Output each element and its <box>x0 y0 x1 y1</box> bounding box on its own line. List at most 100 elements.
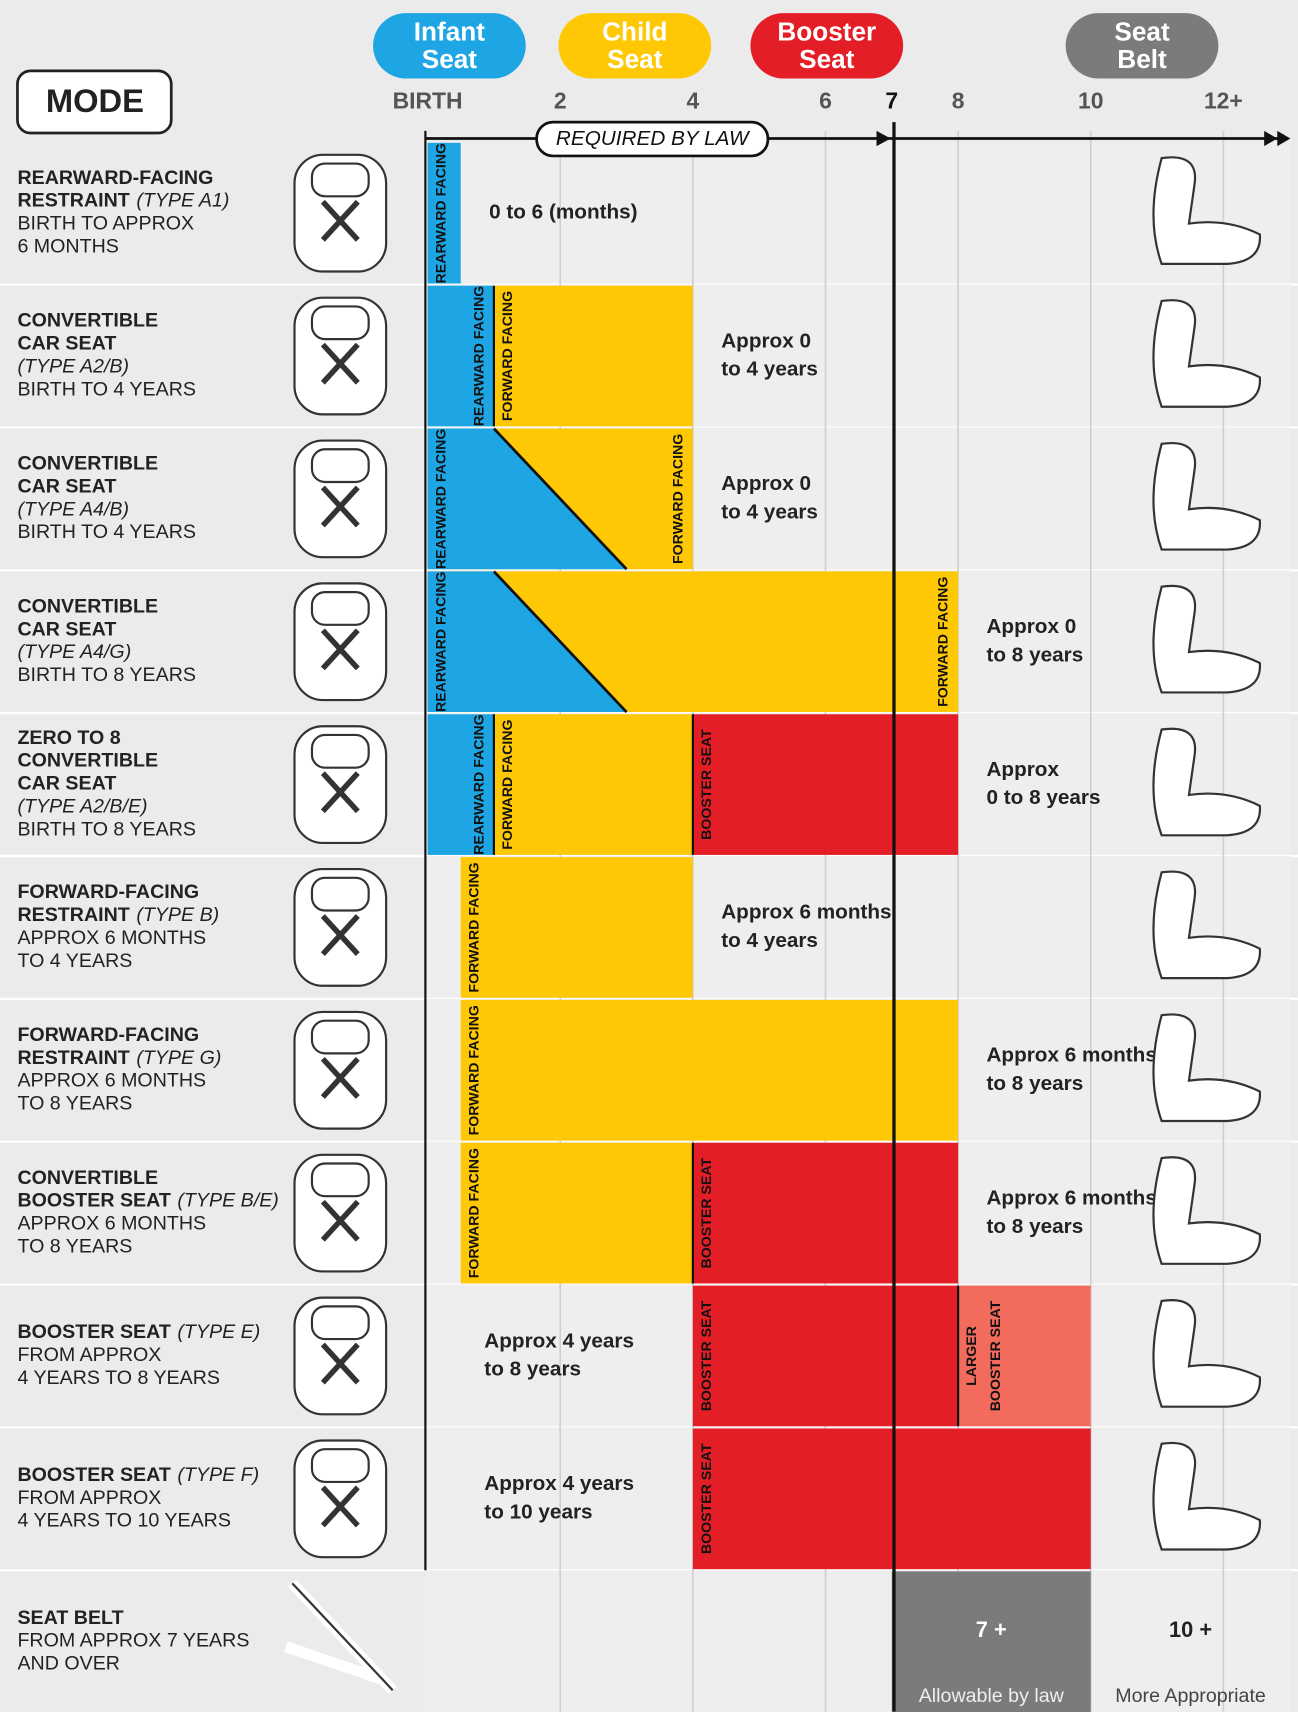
age-note: to 8 years <box>986 1215 1083 1238</box>
age-note: Approx 0 <box>721 329 811 352</box>
mode-label-line: CAR SEAT <box>17 333 116 355</box>
diagonal-edge <box>492 427 628 571</box>
mode-label-line: ZERO TO 8 <box>17 727 120 749</box>
mode-range: TO 8 YEARS <box>17 1236 132 1258</box>
stage-bubble-label: Booster <box>777 17 876 47</box>
seat-harness <box>320 342 360 385</box>
mode-name: CONVERTIBLE <box>17 453 158 475</box>
mode-label-line: (TYPE A4/B) <box>17 499 129 521</box>
mode-type: (TYPE A2/B) <box>17 356 129 378</box>
segment-label: REARWARD FACING <box>471 286 487 427</box>
mode-label-line: BIRTH TO 4 YEARS <box>17 521 196 543</box>
mode-name: FORWARD-FACING <box>17 1024 199 1046</box>
belt-age: 10 + <box>1169 1617 1212 1642</box>
age-note: Approx 6 months <box>721 901 891 924</box>
mode-name: RESTRAINT <box>17 904 129 926</box>
belt-strap-outline <box>291 1582 394 1691</box>
mode-label-line: BIRTH TO 8 YEARS <box>17 819 196 841</box>
segment-label: FORWARD FACING <box>936 577 952 707</box>
segment-label: REARWARD FACING <box>434 143 450 284</box>
mode-name: BOOSTER SEAT <box>17 1464 170 1486</box>
seat-side <box>1152 156 1261 265</box>
seat-headrest <box>310 305 370 341</box>
age-note: Approx 6 months <box>986 1186 1156 1209</box>
mode-range: TO 4 YEARS <box>17 950 132 972</box>
age-note: Approx 6 months <box>986 1044 1156 1067</box>
stage-segment <box>692 1142 959 1284</box>
seat-harness <box>320 628 360 671</box>
mode-label-line: BIRTH TO 8 YEARS <box>17 664 196 686</box>
seat-side <box>1152 1156 1261 1265</box>
age-note: Approx 0 <box>721 472 811 495</box>
segment-label: BOOSTER SEAT <box>988 1300 1004 1411</box>
seat-icon <box>293 1439 1261 1559</box>
stage-segment <box>692 714 959 855</box>
segment-label: BOOSTER SEAT <box>699 729 715 840</box>
mode-label-line: BIRTH TO APPROX <box>17 213 194 235</box>
mode-range: BIRTH TO 4 YEARS <box>17 379 196 401</box>
seat-icon <box>293 1153 1261 1273</box>
age-tick-label: 12+ <box>1204 88 1243 114</box>
mode-name: CONVERTIBLE <box>17 596 158 618</box>
seat-side <box>1152 1299 1261 1408</box>
seat-headrest <box>310 1448 370 1484</box>
mode-title: MODE <box>46 82 144 119</box>
age-note: to 4 years <box>721 358 818 381</box>
mode-name: CAR SEAT <box>17 333 116 355</box>
mode-name: CAR SEAT <box>17 476 116 498</box>
mode-box <box>16 69 173 135</box>
mode-name: CONVERTIBLE <box>17 310 158 332</box>
segment-label: FORWARD FACING <box>467 1005 483 1135</box>
belt-age: 7 + <box>976 1617 1007 1642</box>
mode-type: (TYPE A1) <box>136 190 229 212</box>
seat-harness <box>320 199 360 242</box>
seat-harness <box>320 914 360 956</box>
seat-headrest <box>310 1162 370 1198</box>
mode-range: BIRTH TO 8 YEARS <box>17 819 196 841</box>
stage-bubble <box>558 13 712 79</box>
age-note: Approx 4 years <box>484 1472 634 1495</box>
mode-name: RESTRAINT <box>17 190 129 212</box>
mode-label-line: FROM APPROX <box>17 1487 161 1509</box>
age-note: 0 to 6 (months) <box>489 201 638 224</box>
seat-headrest <box>310 876 370 912</box>
segment-label: BOOSTER SEAT <box>699 1443 715 1554</box>
mode-label-line: APPROX 6 MONTHS <box>17 1070 206 1092</box>
belt-caption: More Appropriate <box>1115 1685 1266 1707</box>
mode-name: RESTRAINT <box>17 1047 129 1069</box>
law-label: REQUIRED BY LAW <box>556 127 751 150</box>
mode-type: (TYPE G) <box>136 1047 221 1069</box>
mode-type: (TYPE F) <box>177 1464 259 1486</box>
stage-bubble-label: Seat <box>799 44 855 74</box>
mode-label-line: APPROX 6 MONTHS <box>17 1213 206 1235</box>
mode-label-line: (TYPE A2/B/E) <box>17 796 147 818</box>
mode-label-line: CAR SEAT <box>17 476 116 498</box>
mode-name: SEAT BELT <box>17 1607 123 1629</box>
mode-name: ZERO TO 8 <box>17 727 120 749</box>
law-arrow <box>876 130 891 147</box>
age-note: 0 to 8 years <box>986 786 1100 809</box>
segment-label: FORWARD FACING <box>467 862 483 992</box>
age-note: Approx <box>986 758 1059 781</box>
stage-segment <box>427 142 461 284</box>
mode-label-line: (TYPE A4/G) <box>17 641 131 663</box>
mode-label-line: RESTRAINT (TYPE A1) <box>17 190 229 212</box>
mode-label-line: BOOSTER SEAT (TYPE E) <box>17 1321 260 1343</box>
mode-label-line: RESTRAINT (TYPE G) <box>17 1047 221 1069</box>
mode-range: 4 YEARS TO 8 YEARS <box>17 1367 220 1389</box>
segment-label: REARWARD FACING <box>434 571 450 712</box>
segment-label: BOOSTER SEAT <box>699 1157 715 1268</box>
stage-segment <box>427 428 627 570</box>
stage-segment <box>493 285 693 427</box>
seat-side <box>1152 584 1261 694</box>
stage-bubble-label: Child <box>602 17 667 47</box>
mode-name: BOOSTER SEAT <box>17 1321 170 1343</box>
seat-icon <box>293 153 1261 273</box>
mode-label-line: FROM APPROX <box>17 1344 161 1366</box>
seat-headrest <box>310 162 370 198</box>
mode-range: FROM APPROX <box>17 1487 161 1509</box>
mode-name: BOOSTER SEAT <box>17 1190 170 1212</box>
seat-headrest <box>310 591 370 626</box>
mode-label-line: BOOSTER SEAT (TYPE F) <box>17 1464 259 1486</box>
